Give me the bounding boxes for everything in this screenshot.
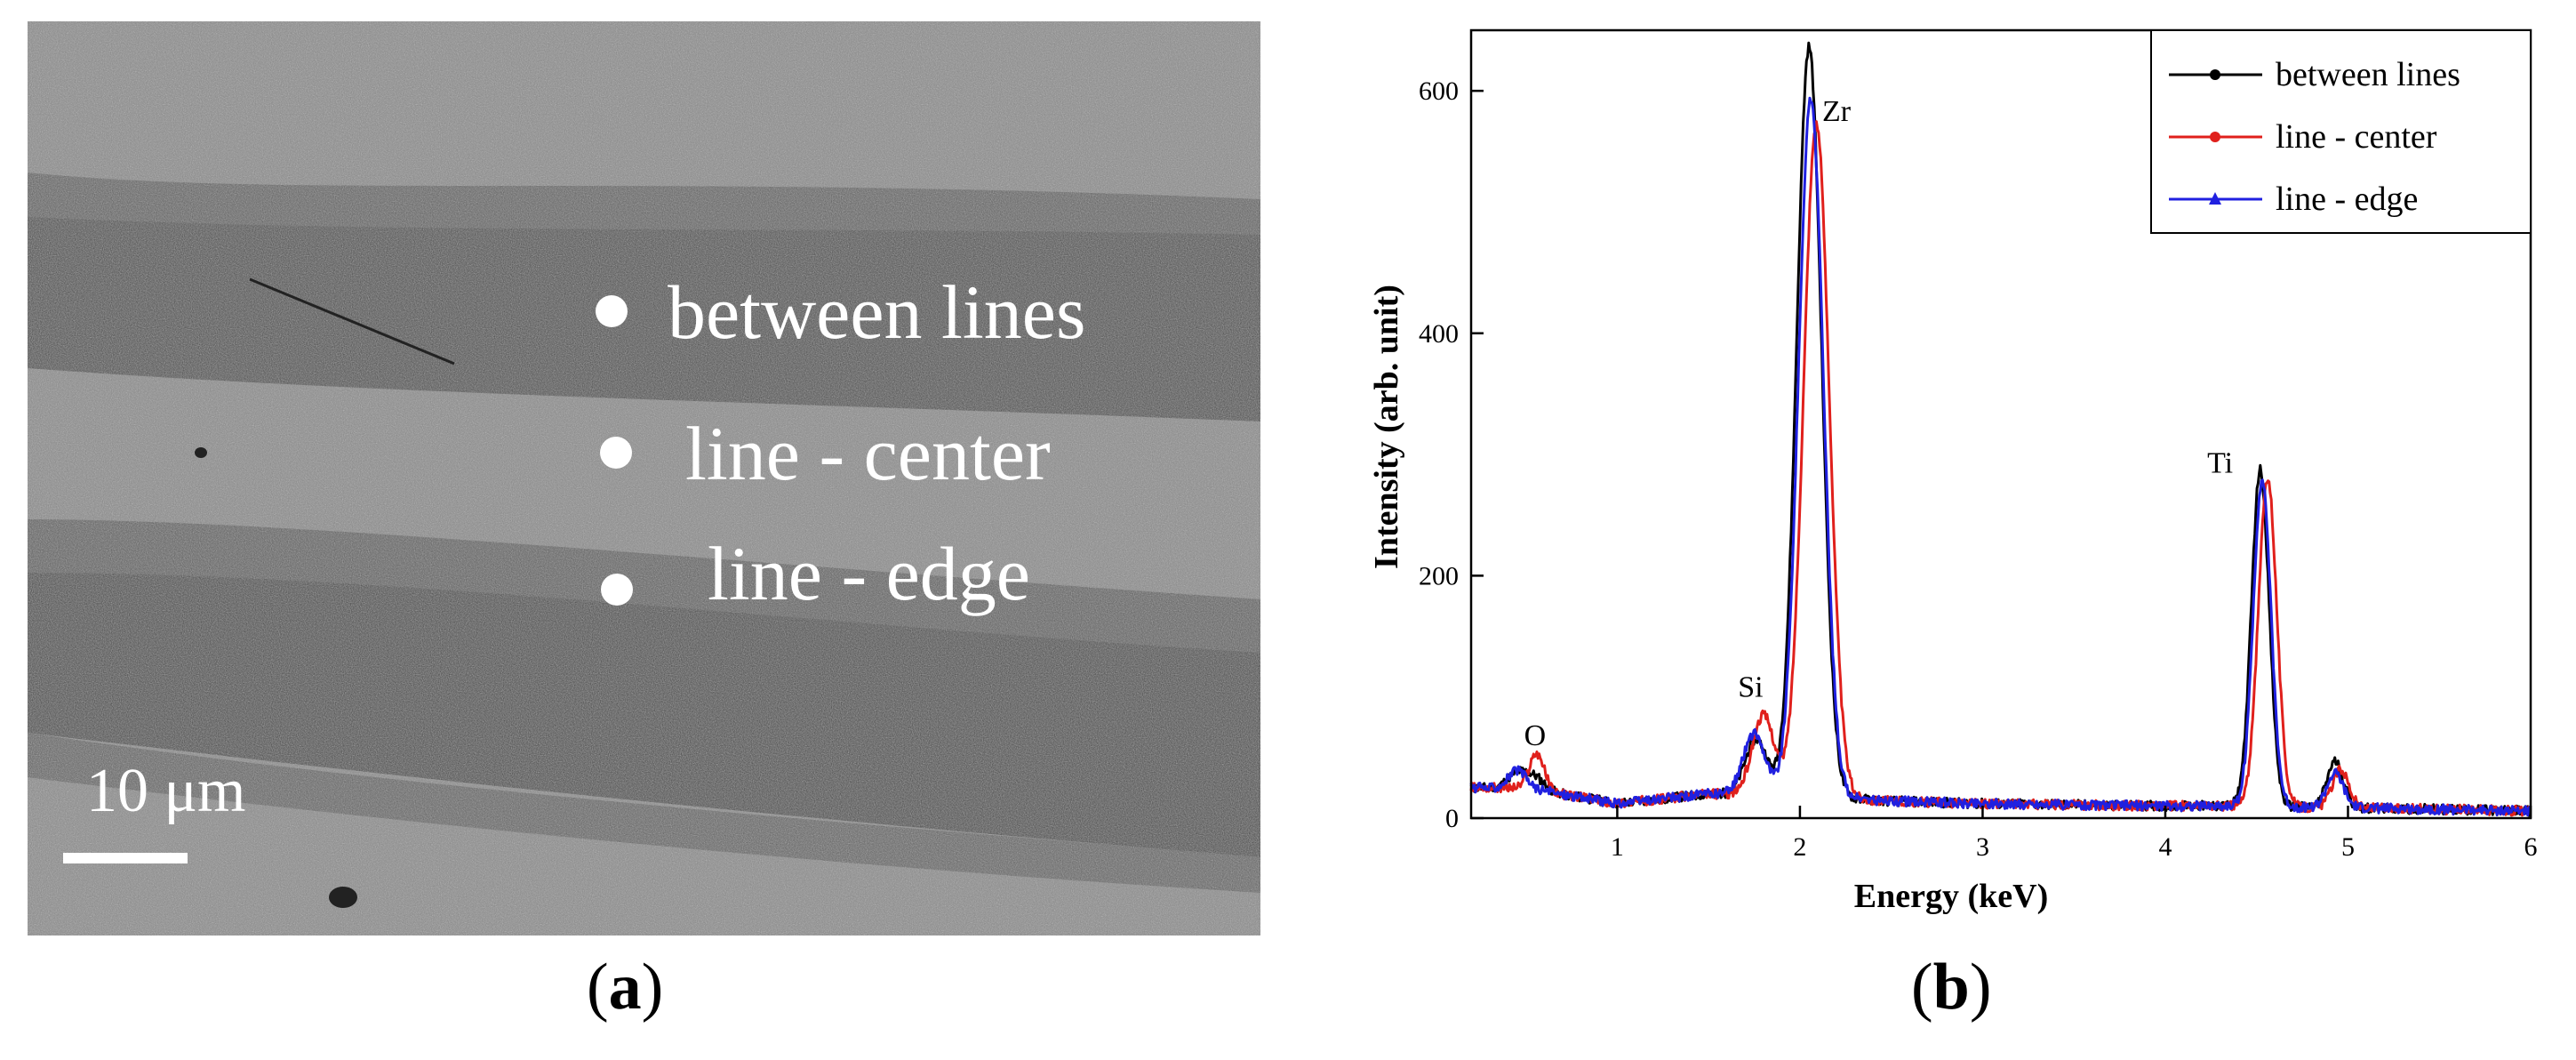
sem-label-line-edge: line - edge: [708, 531, 1030, 616]
y-tick-label: 0: [1445, 804, 1459, 833]
legend: between lines line - center line - edge: [2150, 29, 2532, 234]
legend-label: line - center: [2276, 118, 2437, 156]
scale-bar: [63, 853, 188, 863]
legend-marker: [2210, 69, 2220, 80]
panel-label-a: (a): [587, 951, 664, 1024]
peak-label: Si: [1738, 671, 1763, 704]
marker-dot-line-center: [600, 437, 632, 469]
y-tick-label: 400: [1419, 319, 1459, 349]
y-axis-label: Intensity (arb. unit): [1368, 285, 1405, 569]
y-tick-label: 600: [1419, 76, 1459, 106]
legend-label: line - edge: [2276, 181, 2418, 218]
sem-label-between-lines: between lines: [668, 269, 1085, 355]
legend-marker: [2209, 192, 2221, 205]
panel-label-b: (b): [1911, 951, 1992, 1024]
x-tick-label: 6: [2524, 832, 2538, 862]
sem-defect-spot: [329, 887, 357, 908]
peak-label: Zr: [1822, 95, 1852, 128]
legend-label: between lines: [2276, 56, 2460, 93]
y-tick-label: 200: [1419, 561, 1459, 590]
scale-bar-label: 10 μm: [86, 757, 245, 825]
marker-dot-between-lines: [596, 295, 628, 327]
marker-dot-line-edge: [601, 574, 633, 606]
x-tick-label: 4: [2158, 832, 2172, 862]
series-line-2: [1469, 96, 2532, 817]
edx-spectrum-chart: 1 2 3 4 5 6 0 200 400 600 O Si Zr Ti Energy (keV) In…: [1360, 0, 2576, 943]
x-axis-label: Energy (keV): [1854, 878, 2048, 915]
sem-label-line-center: line - center: [685, 411, 1051, 496]
x-tick-label: 3: [1976, 832, 1989, 862]
peak-label: O: [1524, 719, 1547, 752]
legend-marker: [2210, 132, 2220, 142]
plot-frame: [1469, 28, 2532, 820]
sem-micrograph: between lines line - center line - edge …: [28, 21, 1260, 936]
x-tick-label: 1: [1611, 832, 1624, 862]
x-tick-label: 5: [2341, 832, 2355, 862]
x-tick-label: 2: [1793, 832, 1806, 862]
scratch-line: [249, 277, 455, 365]
sem-defect-spot: [195, 447, 207, 458]
sem-background: [28, 21, 1260, 936]
peak-label: Ti: [2207, 447, 2233, 480]
